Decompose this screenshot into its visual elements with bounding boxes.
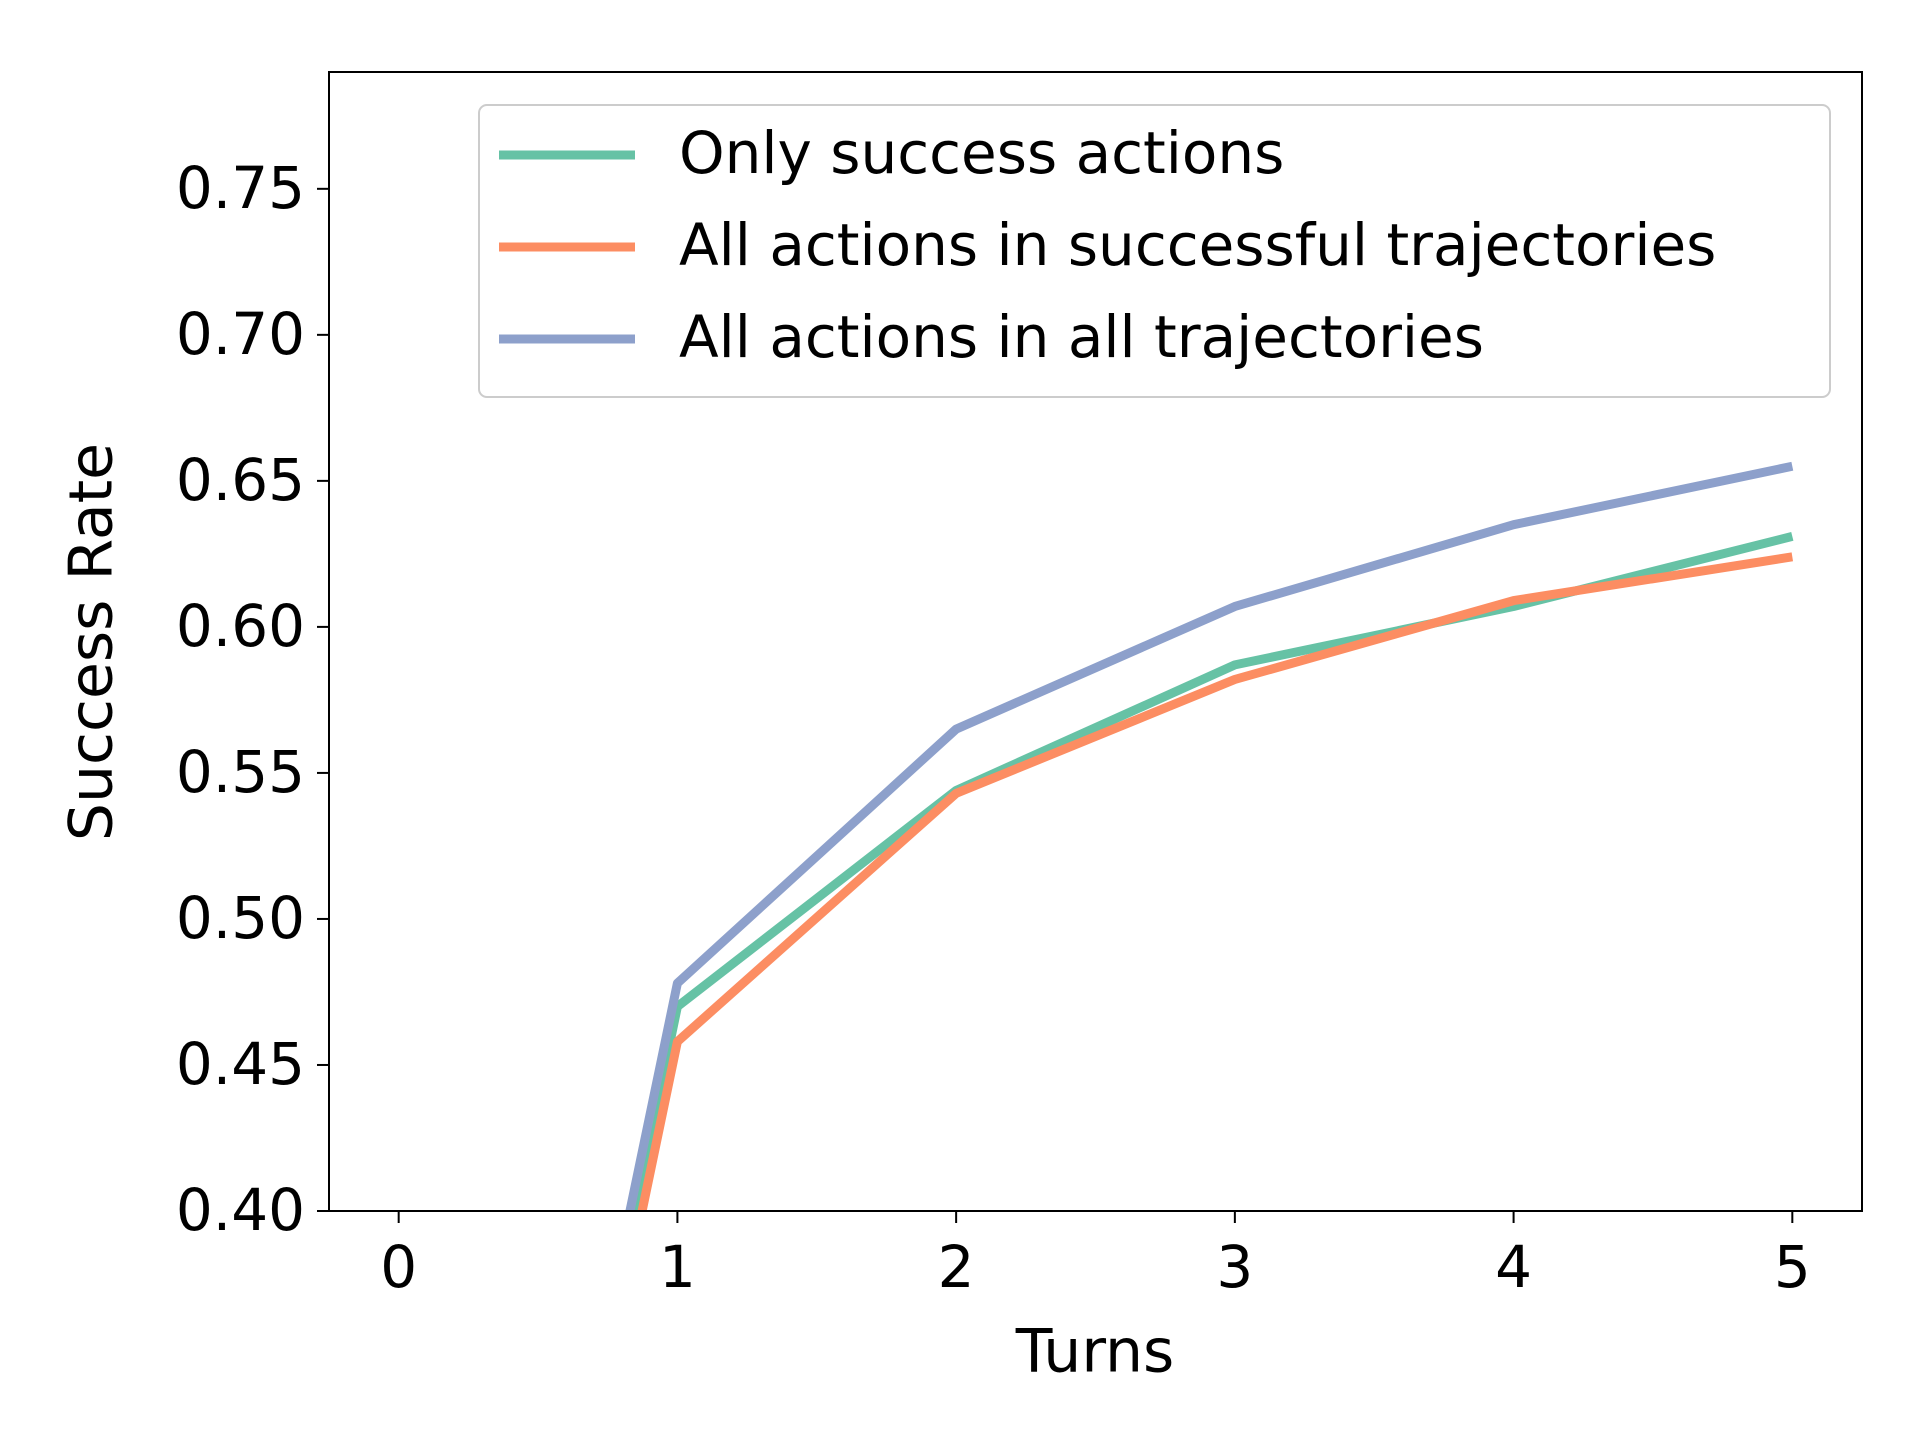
- plot-area: [625, 461, 1794, 1211]
- x-tick-label: 0: [380, 1233, 417, 1301]
- y-tick-label: 0.55: [176, 738, 305, 806]
- y-tick-label: 0.50: [176, 884, 305, 952]
- y-tick-label: 0.45: [176, 1030, 305, 1098]
- y-tick-label: 0.75: [176, 154, 305, 222]
- x-tick-label: 2: [938, 1233, 975, 1301]
- x-tick-label: 3: [1216, 1233, 1253, 1301]
- y-tick-label: 0.60: [176, 592, 305, 660]
- x-tick-label: 5: [1774, 1233, 1811, 1301]
- x-axis-label: Turns: [1015, 1317, 1174, 1387]
- legend-label: Only success actions: [679, 119, 1284, 187]
- line-series: [637, 552, 1794, 1211]
- legend-label: All actions in all trajectories: [679, 303, 1484, 371]
- y-tick-label: 0.40: [176, 1176, 305, 1244]
- x-tick-label: 4: [1495, 1233, 1532, 1301]
- legend-box: [478, 104, 1831, 398]
- legend-label: All actions in successful trajectories: [679, 211, 1716, 279]
- x-tick-label: 1: [659, 1233, 696, 1301]
- y-tick-label: 0.65: [176, 446, 305, 514]
- y-axis-label: Success Rate: [57, 443, 127, 841]
- axes-frame: [328, 71, 1863, 1212]
- y-tick-label: 0.70: [176, 300, 305, 368]
- legend: Only success actions All actions in succe…: [478, 104, 1831, 398]
- line-series: [625, 461, 1794, 1211]
